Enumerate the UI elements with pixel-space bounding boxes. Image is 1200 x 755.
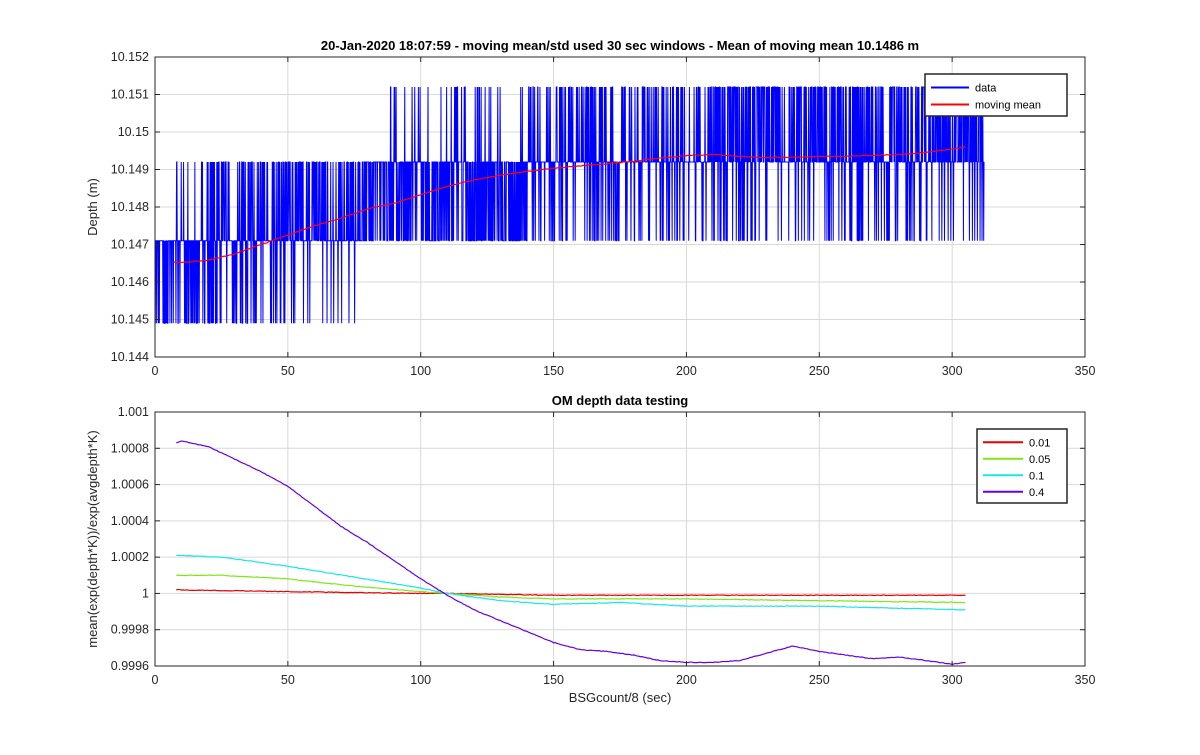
ticks-om-test: 0 50 100 150 200 250 300 350 0.9996 0.9998 1 1.0002… [111,405,1096,687]
y-tick-label: 10.15 [118,125,149,139]
y-tick-label: 10.149 [111,163,149,177]
plot-area-depth [155,86,985,324]
y-tick-label: 0.9996 [111,659,149,673]
axes-om-test: 0 50 100 150 200 250 300 350 0.9996 0.9998 1 1.0002… [85,393,1095,705]
series-line-moving-mean [173,146,966,264]
xlabel-om-test: BSGcount/8 (sec) [569,690,672,705]
x-tick-label: 150 [543,673,564,687]
x-tick-label: 150 [543,364,564,378]
series-line-0-4 [176,440,966,665]
legend-label-0-1: 0.1 [1029,470,1044,482]
series-line-0-05 [176,574,966,604]
ticks-depth: 0 50 100 150 200 250 300 350 10.144 10.145 10.146 1… [111,50,1096,378]
legend-label-moving-mean: moving mean [975,100,1041,112]
x-tick-label: 100 [410,364,431,378]
y-tick-label: 1.0006 [111,478,149,492]
y-tick-label: 10.151 [111,88,149,102]
legend-label-data: data [975,83,997,95]
y-tick-label: 10.145 [111,313,149,327]
legend-label-0-01: 0.01 [1029,437,1050,449]
x-tick-label: 0 [152,364,159,378]
x-tick-label: 100 [410,673,431,687]
y-tick-label: 10.144 [111,350,149,364]
x-tick-label: 250 [809,364,830,378]
series-line-0-01 [176,588,966,597]
series-line-data [155,86,985,324]
legend-depth: data moving mean [924,73,1068,117]
x-tick-label: 250 [809,673,830,687]
y-tick-label: 10.147 [111,238,149,252]
legend-label-0-05: 0.05 [1029,454,1050,466]
x-tick-label: 350 [1075,364,1096,378]
x-tick-label: 200 [676,673,697,687]
ylabel-depth: Depth (m) [85,178,100,236]
x-tick-label: 350 [1075,673,1096,687]
plot-area-om-test [176,440,966,665]
x-tick-label: 50 [281,364,295,378]
x-tick-label: 300 [942,364,963,378]
title-om-test: OM depth data testing [552,393,689,408]
y-tick-label: 1.0008 [111,441,149,455]
axes-depth: 0 50 100 150 200 250 300 350 10.144 10.145 10.146 1… [85,38,1095,378]
x-tick-label: 0 [152,673,159,687]
axes-box-om-test [154,411,1086,667]
y-tick-label: 10.146 [111,275,149,289]
y-tick-label: 10.152 [111,50,149,64]
x-tick-label: 200 [676,364,697,378]
x-tick-label: 50 [281,673,295,687]
legend-box [924,73,1068,117]
y-tick-label: 1.0004 [111,514,149,528]
y-tick-label: 1.001 [118,405,149,419]
y-tick-label: 1.0002 [111,550,149,564]
ylabel-om-test: mean(exp(depth*K))/exp(avgdepth*K) [85,430,100,648]
legend-label-0-4: 0.4 [1029,487,1044,499]
y-tick-label: 10.148 [111,200,149,214]
series-line-0-1 [176,554,966,611]
legend-om-test: 0.01 0.05 0.1 0.4 [976,428,1068,504]
y-tick-label: 0.9998 [111,623,149,637]
x-tick-label: 300 [942,673,963,687]
title-depth: 20-Jan-2020 18:07:59 - moving mean/std u… [321,38,919,53]
y-tick-label: 1 [142,586,149,600]
